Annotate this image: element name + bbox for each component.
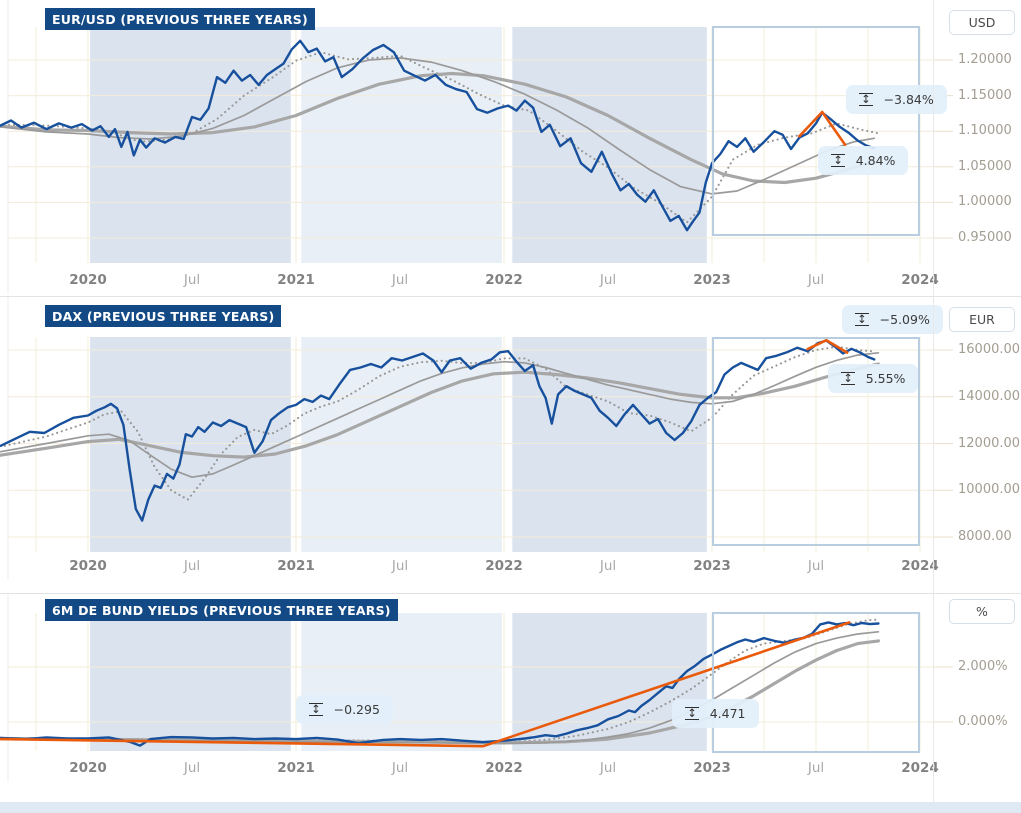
x-tick-label: 2021 <box>277 558 315 574</box>
y-tick-label: 0.000% <box>958 714 1008 729</box>
x-tick-label: Jul <box>599 760 617 776</box>
x-tick-label: 2024 <box>901 558 939 574</box>
panel-divider <box>0 593 1021 594</box>
trend-line-annotation[interactable] <box>798 110 847 146</box>
dax-panel: DAX (PREVIOUS THREE YEARS) EUR 2020 Jul 20… <box>0 297 1021 594</box>
ma-fast-line <box>0 57 876 195</box>
x-tick-label: Jul <box>183 760 201 776</box>
y-tick-label: 1.10000 <box>958 123 1012 139</box>
x-tick-label: 2023 <box>693 272 731 288</box>
bund-yields-panel: 6M DE BUND YIELDS (PREVIOUS THREE YEARS)… <box>0 594 1021 802</box>
measure-range-icon: ↕ <box>309 701 323 716</box>
measurement-badge[interactable]: ↕ −0.295 <box>296 694 393 724</box>
y-tick-label: 12000.00 <box>958 435 1021 451</box>
measure-range-icon: ↕ <box>855 312 869 326</box>
y-tick-label: 0.95000 <box>958 230 1012 245</box>
x-tick-label: 2024 <box>901 272 939 288</box>
x-tick-label: 2022 <box>485 760 523 776</box>
x-tick-label: 2023 <box>693 558 731 574</box>
price-line <box>0 621 880 747</box>
measure-range-icon: ↕ <box>685 706 699 720</box>
x-tick-label: 2022 <box>485 272 523 288</box>
highlight-window-box[interactable] <box>712 612 920 753</box>
x-tick-label: Jul <box>807 760 825 776</box>
unit-selector-eur[interactable]: EUR <box>949 307 1015 332</box>
measurement-value: 5.55% <box>865 371 906 386</box>
x-tick-label: Jul <box>183 558 201 574</box>
x-tick-label: Jul <box>599 558 617 574</box>
panel-title-badge: EUR/USD (PREVIOUS THREE YEARS) <box>45 8 315 30</box>
x-tick-label: Jul <box>807 272 825 288</box>
trend-line-annotation[interactable] <box>0 621 851 748</box>
measurement-value: 4.471 <box>709 706 746 721</box>
measurement-value: −3.84% <box>883 91 934 107</box>
year-band <box>301 27 502 263</box>
unit-selector-usd[interactable]: USD <box>949 10 1015 35</box>
y-tick-label: 14000.00 <box>958 388 1021 404</box>
x-tick-label: 2021 <box>277 760 315 776</box>
panel-title-badge: DAX (PREVIOUS THREE YEARS) <box>45 305 282 327</box>
x-tick-label: 2020 <box>69 272 107 288</box>
measurement-badge[interactable]: ↕ 5.55% <box>828 364 919 393</box>
price-line <box>0 39 876 232</box>
x-tick-label: Jul <box>599 272 617 288</box>
y-tick-label: 1.05000 <box>958 158 1012 174</box>
x-tick-label: Jul <box>391 760 409 776</box>
measurement-badge[interactable]: ↕ 4.471 <box>672 699 759 728</box>
y-tick-label: 1.00000 <box>958 194 1012 210</box>
measurement-value: −5.09% <box>879 312 930 327</box>
x-tick-label: 2023 <box>693 760 731 776</box>
measure-range-icon: ↕ <box>841 371 855 385</box>
x-tick-label: 2021 <box>277 272 315 288</box>
x-tick-label: 2022 <box>485 558 523 574</box>
y-tick-label: 10000.00 <box>958 482 1021 498</box>
trend-line-annotation[interactable] <box>806 338 849 354</box>
ma-fast-line <box>0 351 880 479</box>
dax-plot-area[interactable] <box>0 297 1021 594</box>
measurement-value: −0.295 <box>333 701 380 717</box>
measure-range-icon: ↕ <box>831 153 845 168</box>
bottom-scrollbar-strip[interactable] <box>0 802 1021 813</box>
y-tick-label: 16000.00 <box>958 342 1021 357</box>
panel-divider <box>0 296 1021 297</box>
measurement-badge[interactable]: ↕ −5.09% <box>842 305 943 334</box>
panel-title-badge: 6M DE BUND YIELDS (PREVIOUS THREE YEARS) <box>45 599 398 621</box>
ma-dotted-line <box>7 51 880 224</box>
measure-range-icon: ↕ <box>858 91 873 106</box>
highlight-window-box[interactable] <box>712 26 920 236</box>
price-line <box>0 339 876 522</box>
x-tick-label: 2020 <box>69 760 107 776</box>
x-tick-label: 2020 <box>69 558 107 574</box>
year-band <box>512 27 707 263</box>
ma-dotted-line <box>0 618 880 744</box>
eurusd-panel: EUR/USD (PREVIOUS THREE YEARS) USD 2020 J… <box>0 0 1021 297</box>
year-band <box>90 27 291 263</box>
axis-column-divider <box>933 0 934 802</box>
x-tick-label: Jul <box>183 272 201 288</box>
highlight-window-box[interactable] <box>712 337 920 546</box>
unit-selector-pct[interactable]: % <box>949 599 1015 624</box>
y-tick-label: 1.20000 <box>958 52 1012 67</box>
x-tick-label: 2024 <box>901 760 939 776</box>
measurement-badge[interactable]: ↕ 4.84% <box>818 146 909 176</box>
measurement-badge[interactable]: ↕ −3.84% <box>845 84 947 114</box>
year-band <box>90 613 291 751</box>
year-band <box>512 337 707 552</box>
eurusd-plot-area[interactable] <box>0 0 1021 297</box>
bund-plot-area[interactable] <box>0 594 1021 802</box>
year-band <box>301 613 502 751</box>
measurement-value: 4.84% <box>855 153 896 169</box>
y-tick-label: 1.15000 <box>958 87 1012 103</box>
x-tick-label: Jul <box>391 558 409 574</box>
year-band <box>301 337 502 552</box>
y-tick-label: 8000.00 <box>958 529 1012 544</box>
x-tick-label: Jul <box>807 558 825 574</box>
year-band <box>90 337 291 552</box>
x-tick-label: Jul <box>391 272 409 288</box>
y-tick-label: 2.000% <box>958 659 1008 674</box>
